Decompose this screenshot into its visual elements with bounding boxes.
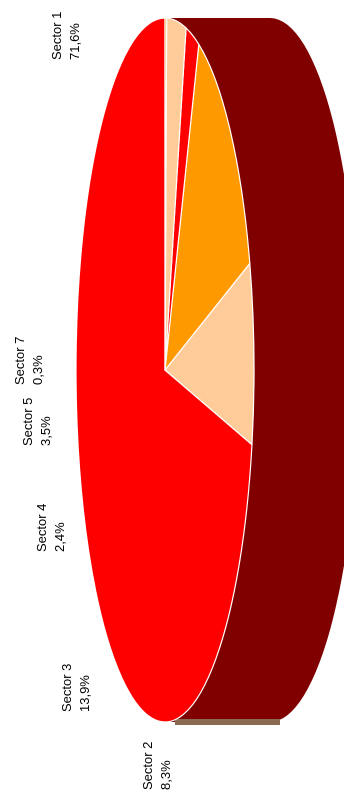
slice-value-sector-2: 8,3%	[158, 760, 173, 790]
slice-label-sector-4: Sector 4	[34, 504, 49, 552]
pie-slice-sector-7	[164, 17, 168, 371]
pie-side-rim	[175, 719, 280, 725]
slice-value-sector-3: 13,9%	[77, 675, 92, 712]
pie-slice-sector-2	[164, 262, 255, 446]
slice-label-sector-5: Sector 5	[20, 398, 35, 446]
slice-label-sector-1: Sector 1	[49, 12, 64, 60]
pie-slice-sector-1	[75, 17, 253, 723]
slice-label-sector-3: Sector 3	[59, 664, 74, 712]
slice-value-sector-5: 3,5%	[38, 416, 53, 446]
label-group: Sector 1 71,6% Sector 2 8,3% Sector 3 13…	[12, 12, 173, 790]
slice-value-sector-4: 2,4%	[52, 522, 67, 552]
slice-label-sector-7: Sector 7	[12, 337, 27, 385]
pie-slice-sector-3	[164, 43, 251, 371]
slice-value-sector-1: 71,6%	[67, 23, 82, 60]
slice-value-sector-7: 0,3%	[30, 355, 45, 385]
slice-label-sector-2: Sector 2	[140, 742, 155, 790]
